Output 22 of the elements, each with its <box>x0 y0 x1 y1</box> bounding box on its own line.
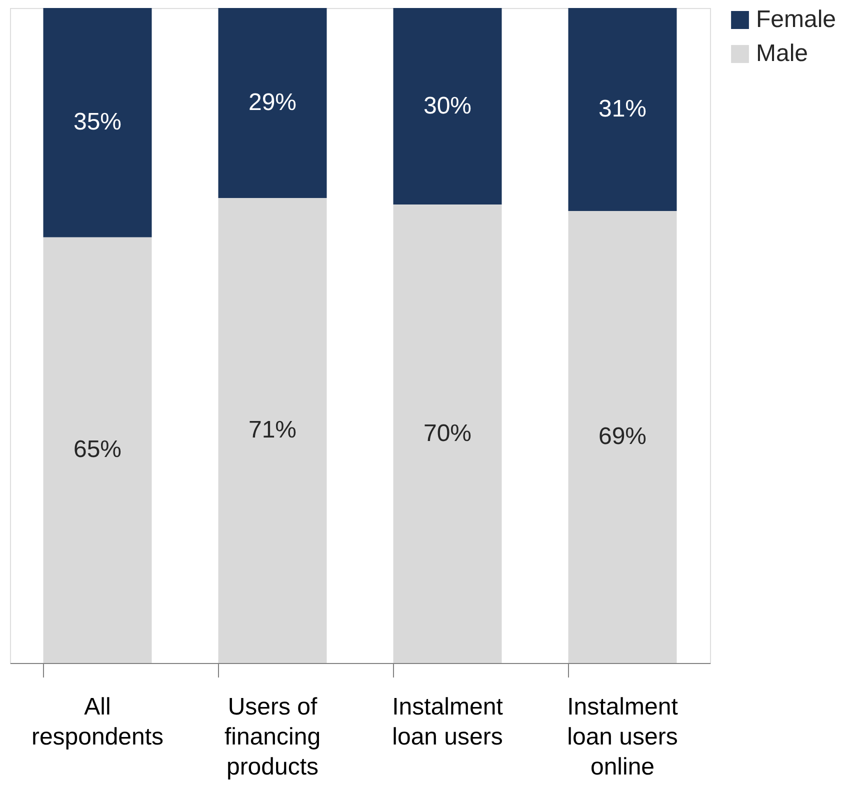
data-label: 31% <box>598 96 647 123</box>
x-tick-label: Instalment loan users <box>392 694 504 750</box>
data-label: 69% <box>598 423 647 450</box>
x-tick-label: All respondents <box>31 694 164 750</box>
bar <box>568 8 677 212</box>
bar <box>568 211 677 663</box>
data-label: 29% <box>248 88 297 116</box>
legend-label: Female <box>756 6 836 33</box>
bar <box>43 8 152 238</box>
bar <box>218 8 327 198</box>
data-label: 30% <box>423 92 472 120</box>
bar <box>393 204 502 663</box>
data-label: 71% <box>248 416 297 444</box>
x-tick-label: Users of financing products <box>224 694 321 780</box>
data-label: 65% <box>73 436 122 464</box>
data-label: 35% <box>73 108 122 136</box>
bar <box>43 237 152 663</box>
bar <box>393 8 502 204</box>
x-tick-label: Instalment loan users online <box>567 694 678 780</box>
bar <box>218 198 327 663</box>
legend-label: Male <box>756 40 808 67</box>
data-label: 70% <box>423 420 472 447</box>
